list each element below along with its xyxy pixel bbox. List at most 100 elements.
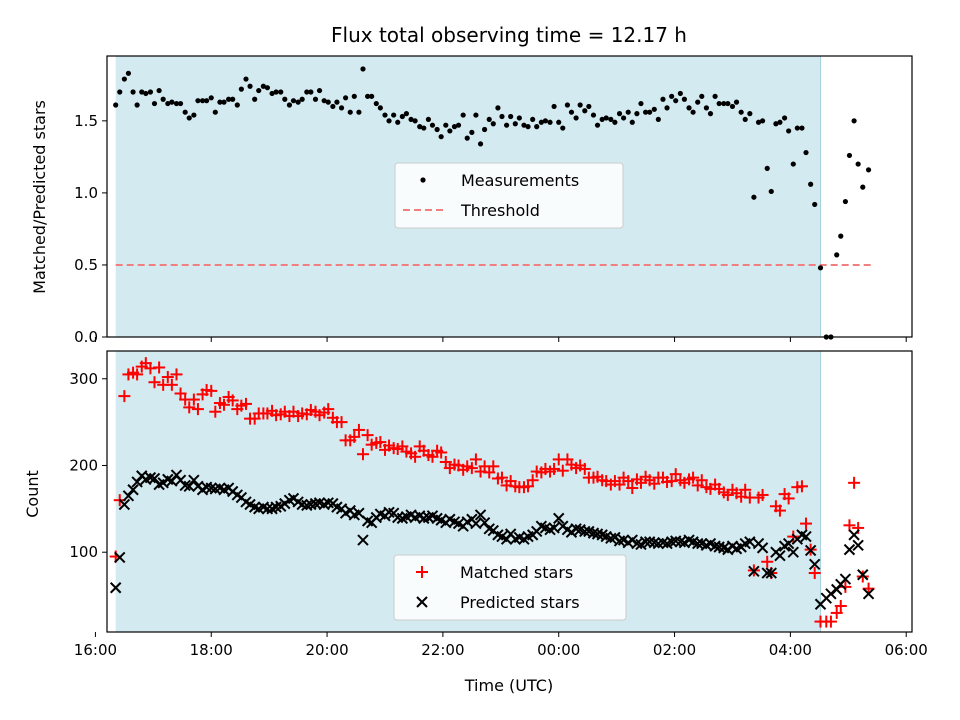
bottom-point-plus [761,555,774,568]
bottom-point-x [665,536,678,548]
top-point-dot [490,121,496,127]
top-point-dot [655,116,661,123]
top-point-dot [695,99,701,105]
top-point-dot [226,96,232,102]
top-point-dot [460,112,466,118]
bottom-point-plus [548,462,561,475]
top-point-dot [234,102,240,108]
top-point-dot [399,113,405,120]
top-point-dot [677,90,683,97]
bottom-point-x [839,573,852,585]
bottom-point-plus [161,371,174,384]
bottom-legend-entry: Predicted stars [416,593,580,612]
bottom-point-x [183,480,195,493]
top-point-dot [703,105,710,111]
top-point-dot [160,96,166,102]
x-tick-label: 00:00 [537,641,580,659]
bottom-point-plus [374,436,387,449]
bottom-point-plus [622,475,635,488]
bottom-point-plus [322,403,335,416]
top-point-dot [803,149,809,156]
top-point-dot [125,70,132,76]
top-y-tick-label: 1.5 [74,112,98,130]
top-point-dot [560,125,566,131]
top-point-dot [564,102,571,108]
top-point-dot [842,198,848,205]
bottom-point-plus [131,368,144,381]
top-point-dot [295,99,301,105]
bottom-point-x [179,479,191,492]
top-point-dot [247,83,253,89]
top-point-dot [512,121,518,127]
top-point-dot [625,109,631,115]
bottom-point-plus [626,482,639,495]
bottom-point-plus [634,476,647,489]
bottom-point-x [709,540,721,552]
bottom-point-plus [226,394,239,407]
bottom-legend-entry: Matched stars [416,563,573,582]
top-point-dot [347,109,353,115]
bottom-y-tick-label: 300 [69,370,98,388]
top-point-dot [173,100,180,107]
bottom-point-x [843,543,856,556]
top-point-dot [669,93,675,99]
bottom-point-plus [187,393,200,406]
x-tick-label: 22:00 [421,641,464,659]
top-point-dot [316,87,323,94]
top-point-dot [360,66,366,72]
top-point-dot [356,109,362,115]
bottom-point-plus [613,478,626,491]
top-legend-entry: Measurements [420,171,579,190]
top-point-dot [629,119,635,125]
top-point-dot [481,126,488,133]
top-axes-frame [106,55,913,338]
x-tick-label: 06:00 [885,641,928,659]
bottom-point-x [548,522,560,534]
bottom-point-x [613,535,626,547]
bottom-point-x [605,532,617,545]
bottom-point-plus [526,474,539,487]
bottom-point-plus [782,492,795,505]
top-point-dot [786,128,792,134]
x-tick-label: 20:00 [305,641,348,659]
bottom-point-plus [148,376,161,389]
bottom-point-x [261,503,274,515]
bottom-point-plus [824,615,837,628]
x-tick-label: 04:00 [769,641,812,659]
legend-marker-swatch [420,177,426,183]
top-point-dot [208,95,214,101]
top-point-dot [365,93,371,99]
top-point-dot [573,115,579,121]
top-point-dot [838,233,844,239]
bottom-point-plus [578,462,591,475]
top-point-dot [165,100,171,107]
top-point-dot [608,116,614,123]
top-point-dot [865,167,872,173]
top-point-dot [143,90,149,97]
top-point-dot [768,188,774,195]
bottom-y-axis-label: Count [23,470,42,518]
top-point-dot [508,113,514,120]
bottom-point-x [761,567,773,579]
top-point-dot [699,93,705,99]
top-point-dot [751,194,757,200]
top-legend-label: Threshold [460,201,540,220]
top-point-dot [443,122,449,128]
bottom-point-x [765,567,777,579]
top-point-dot [334,99,340,105]
top-panel: Flux total observing time = 12.17 h 0.0 0… [30,23,913,346]
bottom-point-plus [439,456,452,469]
x-axis-label: Time (UTC) [464,676,553,695]
top-point-dot [712,93,718,99]
top-point-dot [733,99,740,105]
bottom-point-plus [469,453,482,466]
top-point-dot [377,105,383,111]
x-tick-label: 02:00 [653,641,696,659]
bottom-legend: Matched stars Predicted stars [393,554,627,621]
bottom-point-x [825,588,837,600]
top-point-dot [395,119,401,125]
top-y-tick-label: 0.5 [74,256,98,274]
top-point-dot [429,122,436,128]
top-legend: Measurements Threshold [394,162,624,229]
